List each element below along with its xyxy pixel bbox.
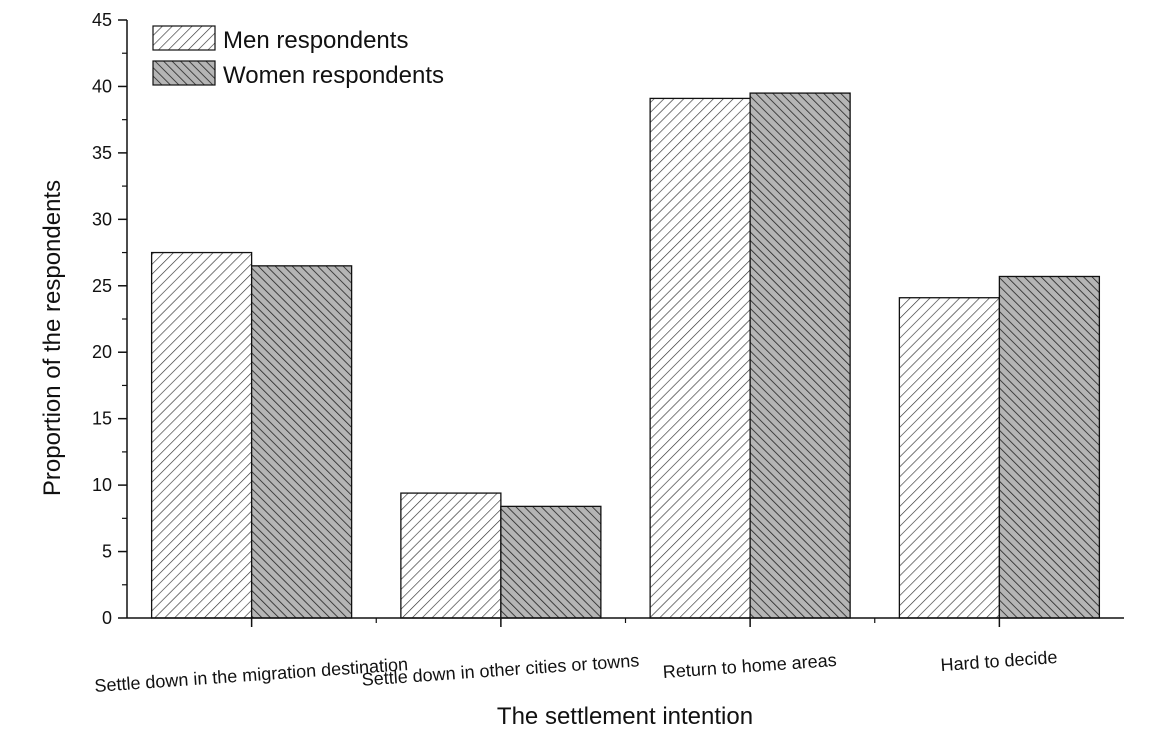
y-tick-label: 45: [92, 10, 112, 30]
bars-layer: [152, 93, 1100, 618]
y-tick-label: 40: [92, 76, 112, 96]
legend-label-women: Women respondents: [223, 62, 444, 89]
x-category-label: Hard to decide: [940, 647, 1058, 675]
bar-series-2-cat-2: [501, 506, 601, 618]
legend-label-men: Men respondents: [223, 27, 408, 54]
bar-series-1-cat-4: [899, 298, 999, 618]
legend-swatch-men: [153, 26, 215, 50]
y-tick-label: 0: [102, 608, 112, 628]
x-axis-title: The settlement intention: [497, 703, 753, 730]
y-tick-label: 30: [92, 209, 112, 229]
bar-series-2-cat-4: [999, 276, 1099, 618]
y-tick-label: 20: [92, 342, 112, 362]
legend: Men respondents Women respondents: [153, 26, 444, 89]
bar-series-2-cat-3: [750, 93, 850, 618]
bar-series-1-cat-2: [401, 493, 501, 618]
y-tick-label: 5: [102, 542, 112, 562]
x-category-label: Return to home areas: [662, 650, 837, 682]
legend-swatch-women: [153, 61, 215, 85]
bar-series-2-cat-1: [252, 266, 352, 618]
bar-series-1-cat-1: [152, 253, 252, 618]
bar-series-1-cat-3: [650, 98, 750, 618]
y-tick-label: 25: [92, 276, 112, 296]
y-axis-title: Proportion of the respondents: [39, 180, 66, 496]
y-tick-label: 35: [92, 143, 112, 163]
y-tick-label: 15: [92, 409, 112, 429]
y-tick-label: 10: [92, 475, 112, 495]
